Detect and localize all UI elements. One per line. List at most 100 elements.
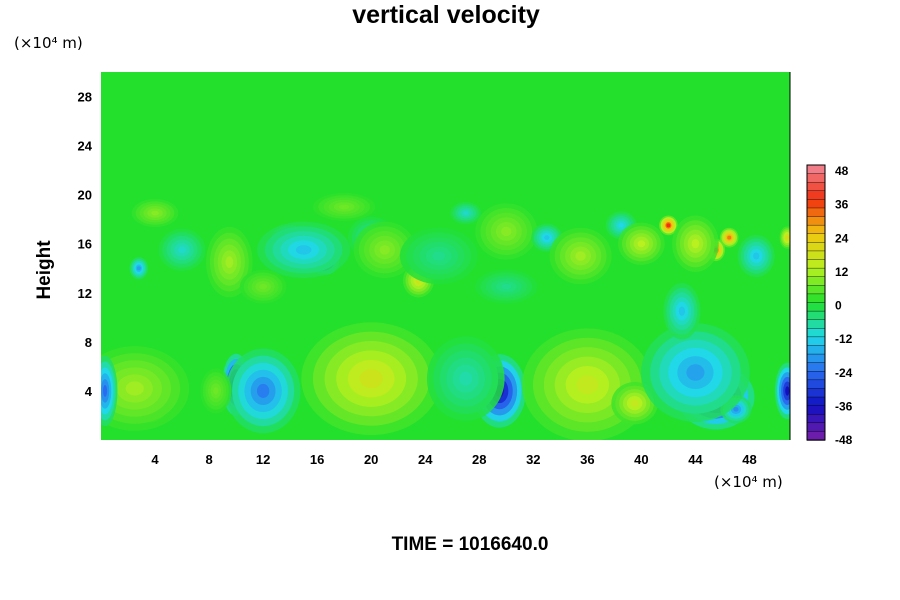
colorbar-tick-label: -48 — [835, 433, 853, 447]
velocity-cell — [399, 227, 478, 285]
colorbar-band — [806, 336, 826, 347]
x-tick-label: 40 — [634, 452, 648, 467]
colorbar-tick-label: 48 — [835, 164, 849, 178]
y-tick-label: 16 — [78, 237, 92, 252]
colorbar-band — [806, 276, 826, 287]
x-tick-label: 36 — [580, 452, 594, 467]
velocity-cell — [158, 228, 206, 272]
chart-title: vertical velocity — [352, 1, 540, 29]
colorbar-band — [806, 345, 826, 355]
colorbar-tick-label: 24 — [835, 231, 849, 245]
colorbar-band — [806, 371, 826, 381]
velocity-cell — [672, 215, 719, 272]
velocity-cell — [131, 198, 179, 228]
velocity-field — [101, 192, 790, 440]
colorbar-tick-label: -36 — [835, 399, 853, 413]
x-tick-label: 44 — [688, 452, 703, 467]
colorbar: 48 36 24 12 0 -12 -24 -36 -48 — [806, 164, 853, 447]
velocity-cell — [659, 215, 678, 236]
colorbar-band — [806, 353, 826, 364]
colorbar-band — [806, 181, 826, 192]
colorbar-band — [806, 362, 826, 372]
plot-area — [101, 72, 791, 440]
velocity-cell — [301, 322, 442, 436]
colorbar-band — [806, 431, 826, 441]
velocity-cell — [239, 269, 287, 304]
velocity-cell — [663, 282, 701, 340]
colorbar-band — [806, 422, 826, 433]
x-axis-ticks: 4 8 12 16 20 24 28 32 36 40 44 48 — [151, 452, 756, 467]
velocity-cell — [719, 227, 739, 248]
y-tick-label: 20 — [78, 188, 92, 203]
velocity-cell — [426, 336, 505, 421]
velocity-cell — [101, 346, 190, 431]
y-axis-label: Height — [34, 240, 55, 300]
y-tick-label: 8 — [85, 335, 92, 350]
time-label: TIME = 1016640.0 — [392, 534, 549, 555]
colorbar-band — [806, 224, 826, 235]
colorbar-band — [806, 319, 826, 329]
colorbar-border — [806, 164, 826, 441]
velocity-cell — [774, 362, 790, 420]
velocity-cell — [129, 256, 149, 280]
colorbar-band — [806, 199, 826, 209]
y-axis-unit: (×10⁴ m) — [14, 34, 83, 52]
colorbar-tick-label: -24 — [835, 366, 853, 380]
colorbar-band — [806, 259, 826, 269]
colorbar-tick-label: 0 — [835, 299, 842, 313]
colorbar-band — [806, 164, 826, 175]
colorbar-band — [806, 302, 826, 312]
y-tick-label: 4 — [85, 384, 93, 399]
colorbar-band — [806, 250, 826, 261]
velocity-cell — [475, 269, 538, 304]
velocity-cell — [779, 226, 790, 249]
colorbar-band — [806, 207, 826, 218]
velocity-cell — [737, 234, 775, 278]
velocity-cell — [200, 368, 232, 414]
velocity-cell — [353, 221, 416, 279]
x-tick-label: 32 — [526, 452, 540, 467]
x-tick-label: 12 — [256, 452, 270, 467]
velocity-cell — [313, 192, 376, 222]
y-tick-label: 28 — [78, 90, 92, 105]
x-tick-label: 24 — [418, 452, 433, 467]
x-tick-label: 20 — [364, 452, 378, 467]
velocity-cell — [225, 348, 301, 434]
colorbar-band — [806, 405, 826, 415]
velocity-cell — [641, 323, 750, 422]
colorbar-band — [806, 285, 826, 295]
velocity-cell — [618, 222, 665, 265]
x-tick-label: 48 — [742, 452, 756, 467]
colorbar-band — [806, 293, 826, 304]
colorbar-band — [806, 414, 826, 424]
colorbar-tick-label: 12 — [835, 265, 849, 279]
x-tick-label: 8 — [205, 452, 212, 467]
colorbar-band — [806, 267, 826, 278]
x-tick-label: 4 — [151, 452, 159, 467]
colorbar-band — [806, 310, 826, 321]
velocity-cell — [206, 226, 253, 298]
colorbar-band — [806, 328, 826, 338]
colorbar-band — [806, 242, 826, 252]
colorbar-band — [806, 388, 826, 398]
y-tick-label: 24 — [78, 139, 93, 154]
colorbar-tick-label: 36 — [835, 198, 849, 212]
velocity-cell — [531, 223, 563, 252]
colorbar-tick-label: -12 — [835, 332, 853, 346]
velocity-cell — [549, 227, 612, 285]
y-tick-label: 12 — [78, 286, 92, 301]
colorbar-band — [806, 190, 826, 201]
y-axis-ticks: 4 8 12 16 20 24 28 — [78, 90, 93, 399]
colorbar-band — [806, 233, 826, 244]
velocity-cell — [475, 203, 538, 260]
x-tick-label: 28 — [472, 452, 486, 467]
x-axis-unit: (×10⁴ m) — [714, 473, 783, 491]
x-tick-label: 16 — [310, 452, 324, 467]
colorbar-band — [806, 396, 826, 407]
velocity-cell — [450, 201, 482, 225]
velocity-cell — [257, 221, 351, 279]
velocity-cell — [101, 355, 118, 427]
colorbar-band — [806, 379, 826, 390]
colorbar-band — [806, 173, 826, 183]
